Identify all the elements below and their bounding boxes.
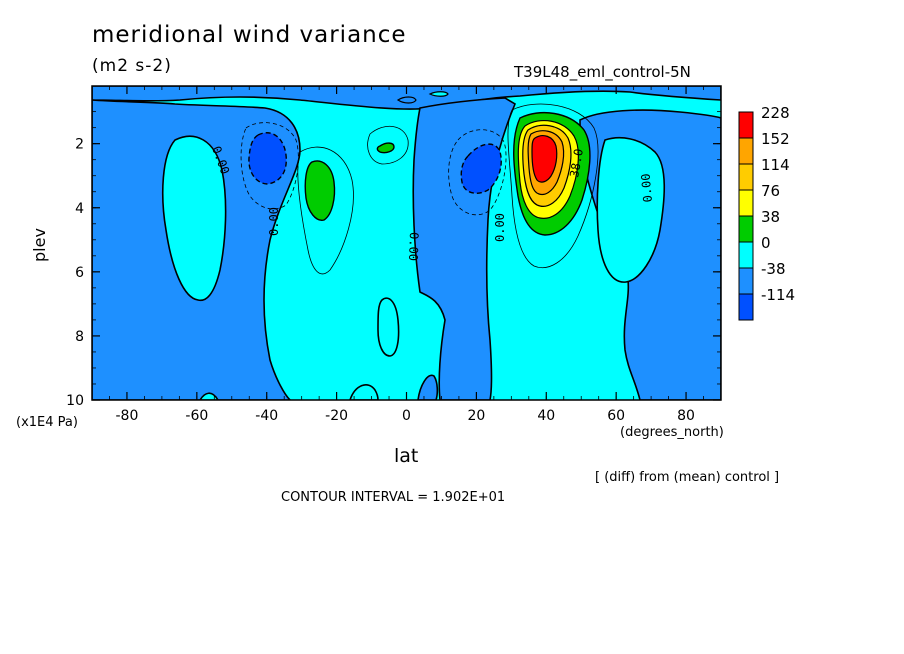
legend-swatch xyxy=(738,267,754,295)
fill-positive-green-small xyxy=(376,142,395,154)
fill-positive-center-tongue xyxy=(377,297,400,357)
contour-top-blob-1 xyxy=(396,96,417,104)
y-tick-label: 4 xyxy=(75,201,84,217)
y-tick-label: 8 xyxy=(75,329,84,345)
legend-swatch xyxy=(738,111,754,139)
legend-swatch xyxy=(738,189,754,217)
contour-thin-center-small xyxy=(367,126,409,165)
legend-label: 38 xyxy=(761,208,780,226)
fill-positive-left-oval xyxy=(162,135,227,302)
legend-label: 0 xyxy=(761,234,771,252)
x-axis-unit: (degrees_north) xyxy=(620,425,724,440)
y-tick-label: 6 xyxy=(75,265,84,281)
legend-swatch xyxy=(738,293,754,321)
contour-thin-center-right xyxy=(448,129,507,216)
legend-label: 152 xyxy=(761,130,790,148)
legend-label: -114 xyxy=(761,286,795,304)
fill-positive-bottom-center xyxy=(349,384,379,400)
legend: 228 152 114 76 38 0 -38 -114 xyxy=(738,104,795,321)
run-label: T39L48_eml_control-5N xyxy=(514,63,691,81)
contour-interval: CONTOUR INTERVAL = 1.902E+01 xyxy=(281,490,506,505)
x-axis-label: lat xyxy=(394,445,419,467)
contour-label: 0.00 xyxy=(493,213,507,242)
contour-label: 38.0 xyxy=(567,148,586,179)
x-tick-label: 20 xyxy=(467,408,485,424)
fill-jet-228 xyxy=(531,135,558,183)
legend-label: 228 xyxy=(761,104,790,122)
x-tick-label: 60 xyxy=(607,408,625,424)
contour-label: 0.00 xyxy=(639,173,655,203)
x-axis: -80 -60 -40 -20 0 20 40 60 80 xyxy=(116,86,695,424)
legend-label: -38 xyxy=(761,260,786,278)
contour-thin-jet-outer xyxy=(507,103,599,269)
y-tick-label: 2 xyxy=(75,137,84,153)
contour-thin-center-left xyxy=(297,146,354,275)
fill-negative-bottom-center xyxy=(417,374,439,400)
y-tick-label: 10 xyxy=(66,393,84,409)
x-tick-label: 80 xyxy=(677,408,695,424)
legend-swatch xyxy=(738,163,754,191)
legend-label: 76 xyxy=(761,182,780,200)
x-tick-label: -80 xyxy=(116,408,139,424)
fill-positive-green-left xyxy=(304,160,336,221)
legend-label: 114 xyxy=(761,156,790,174)
x-tick-label: 0 xyxy=(402,408,411,424)
chart-units: (m2 s-2) xyxy=(92,56,172,76)
minor-ticks xyxy=(91,86,722,401)
fill-positive-right-oval xyxy=(596,136,666,283)
legend-swatch xyxy=(738,241,754,269)
y-axis-unit: (x1E4 Pa) xyxy=(16,415,78,430)
chart-title: meridional wind variance xyxy=(92,22,407,48)
fill-strong-negative-left xyxy=(248,132,287,185)
diff-note: [ (diff) from (mean) control ] xyxy=(595,470,780,485)
contour-label: 0.00 xyxy=(406,232,421,261)
contour-label: 0.00 xyxy=(267,207,281,236)
x-tick-label: -40 xyxy=(255,408,278,424)
x-tick-label: -60 xyxy=(185,408,208,424)
x-tick-label: -20 xyxy=(325,408,348,424)
fill-strong-negative-center xyxy=(460,143,502,194)
legend-swatch xyxy=(738,215,754,243)
legend-swatch xyxy=(738,137,754,165)
x-tick-label: 40 xyxy=(537,408,555,424)
plot-fill-layer xyxy=(92,86,721,400)
contour-top-blob-2 xyxy=(428,91,449,97)
